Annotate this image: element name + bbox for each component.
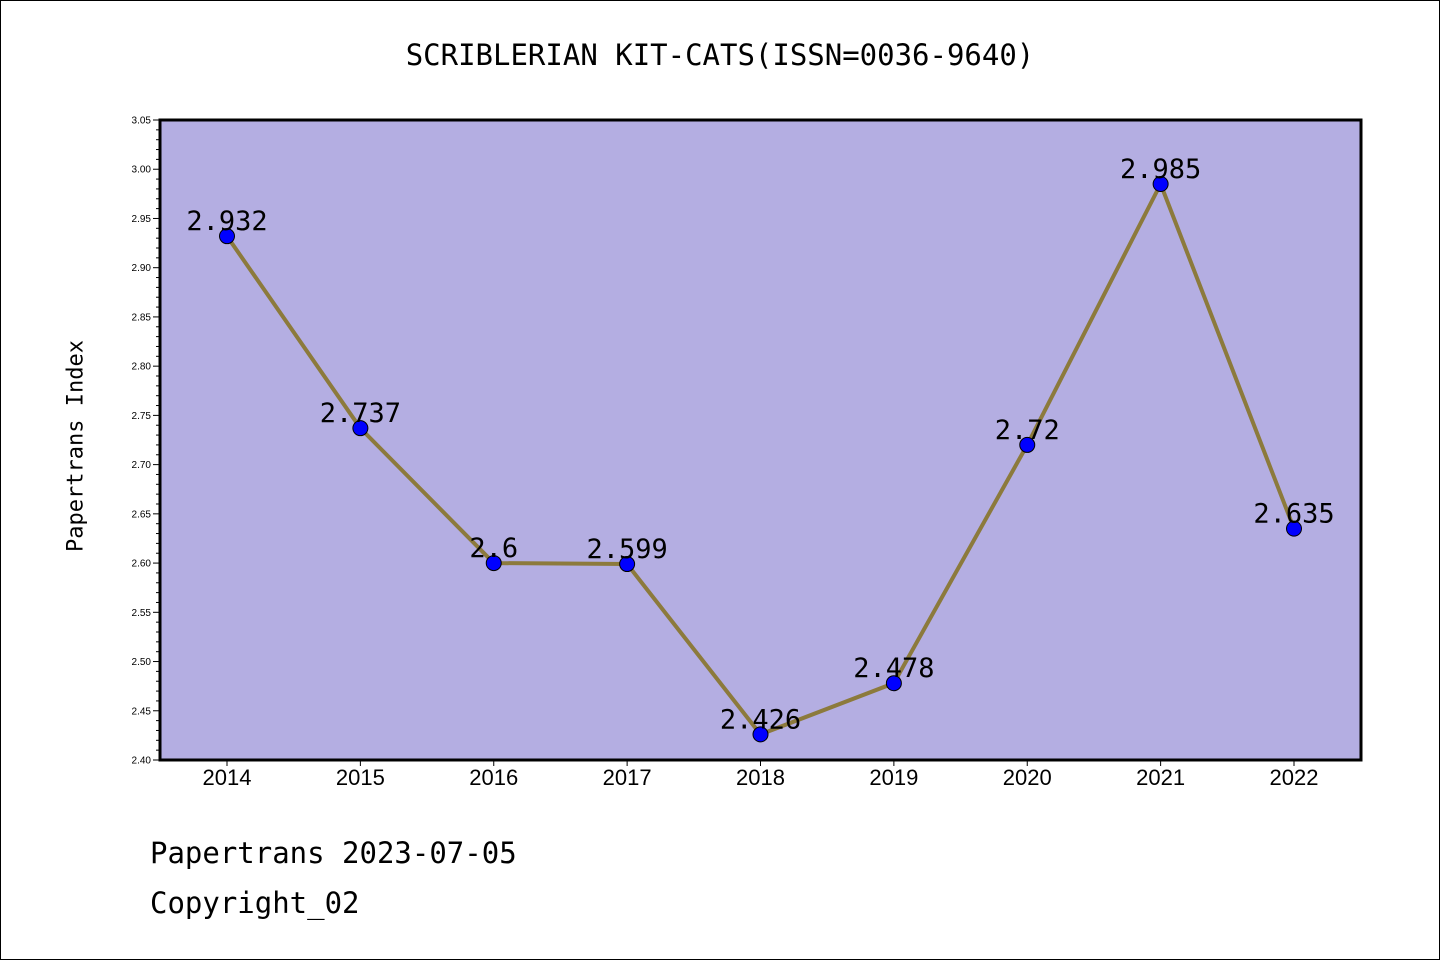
x-tick-label: 2020 <box>1003 765 1052 790</box>
x-tick-label: 2022 <box>1270 765 1319 790</box>
y-tick-label: 2.55 <box>132 608 152 619</box>
data-label: 2.72 <box>995 415 1060 446</box>
y-tick-label: 3.05 <box>132 116 152 127</box>
data-point <box>1019 436 1036 453</box>
data-labels: 2.932 2.737 2.6 2.599 2.426 2.478 2.72 2.985 2.6… <box>186 154 1334 735</box>
y-tick-label: 2.50 <box>132 657 152 668</box>
data-label: 2.478 <box>853 653 934 684</box>
y-tick-label: 2.80 <box>132 362 152 373</box>
y-tick-label: 2.75 <box>132 411 152 422</box>
y-tick-label: 2.40 <box>132 756 152 767</box>
x-tick-label: 2016 <box>469 765 518 790</box>
data-label: 2.985 <box>1120 154 1201 185</box>
data-point <box>485 555 502 572</box>
data-point <box>219 228 235 245</box>
data-point <box>885 675 902 692</box>
footer-copyright: Copyright_02 <box>150 886 360 920</box>
x-tick-label: 2014 <box>203 765 252 790</box>
y-tick-label: 2.65 <box>132 509 152 520</box>
data-point <box>352 420 369 437</box>
chart-title: SCRIBLERIAN KIT-CATS(ISSN=0036-9640) <box>405 38 1035 72</box>
data-label: 2.6 <box>469 533 518 564</box>
y-tick-label: 2.90 <box>132 263 152 274</box>
y-tick-label: 3.00 <box>132 165 152 176</box>
y-tick-label: 2.95 <box>132 214 152 225</box>
data-label: 2.599 <box>586 534 667 565</box>
x-axis: 2014 2015 2016 2017 2018 2019 2020 2021 2022 <box>203 760 1319 790</box>
y-axis: 2.40 2.45 2.50 2.55 2.60 2.65 2.70 2.75 2.80 2.85… <box>132 116 160 767</box>
x-tick-label: 2019 <box>869 765 918 790</box>
data-label: 2.932 <box>186 206 267 237</box>
y-tick-label: 2.85 <box>132 312 152 323</box>
plot-border <box>158 118 1363 762</box>
plot-area <box>160 120 1361 760</box>
x-tick-label: 2018 <box>736 765 785 790</box>
y-tick-label: 2.45 <box>132 706 152 717</box>
footer-date: Papertrans 2023-07-05 <box>150 836 517 870</box>
x-tick-label: 2015 <box>336 765 385 790</box>
y-tick-label: 2.70 <box>132 460 152 471</box>
data-label: 2.426 <box>720 704 801 735</box>
data-label: 2.635 <box>1253 499 1334 530</box>
data-point <box>619 556 636 573</box>
data-markers <box>219 176 1302 743</box>
data-point <box>1152 176 1169 192</box>
data-point <box>1286 520 1302 537</box>
data-point <box>752 726 769 743</box>
x-tick-label: 2017 <box>603 765 652 790</box>
data-label: 2.737 <box>320 398 401 429</box>
y-tick-label: 2.60 <box>132 559 152 570</box>
x-tick-label: 2021 <box>1136 765 1185 790</box>
